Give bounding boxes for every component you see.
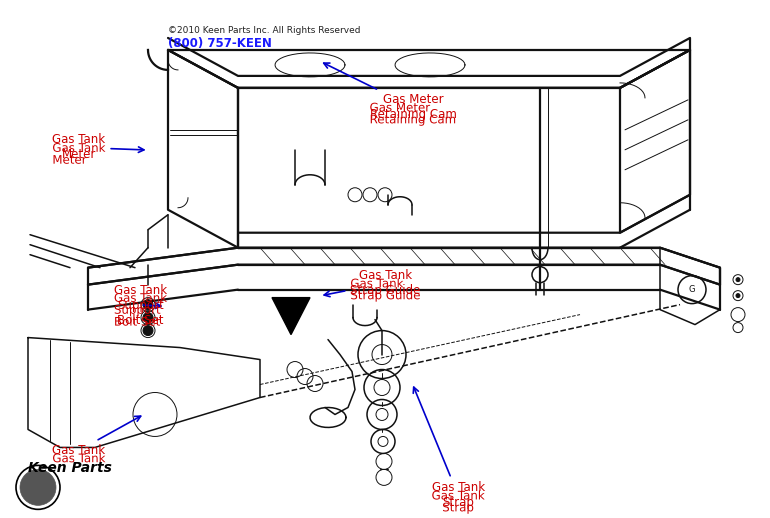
Text: Gas Tank: Gas Tank xyxy=(350,277,403,290)
Text: Gas Meter
Retaining Cam: Gas Meter Retaining Cam xyxy=(323,63,457,121)
Text: Gas Tank: Gas Tank xyxy=(52,452,105,465)
Text: Gas Tank
Strap Guide: Gas Tank Strap Guide xyxy=(324,269,420,297)
Circle shape xyxy=(736,294,740,298)
Text: Gas Tank: Gas Tank xyxy=(52,142,105,155)
Text: Support: Support xyxy=(114,304,161,316)
Text: Gas Tank: Gas Tank xyxy=(114,292,167,305)
Text: Strap: Strap xyxy=(442,501,474,514)
Text: Gas Tank
Support
Bolt Set: Gas Tank Support Bolt Set xyxy=(114,283,167,326)
Text: Keen Parts: Keen Parts xyxy=(28,462,112,476)
Text: Retaining Cam: Retaining Cam xyxy=(370,113,457,126)
Text: Meter: Meter xyxy=(52,154,87,167)
Circle shape xyxy=(143,312,153,323)
Text: (800) 757-KEEN: (800) 757-KEEN xyxy=(168,37,272,50)
Text: Strap Guide: Strap Guide xyxy=(350,289,420,302)
Text: Gas Tank: Gas Tank xyxy=(432,490,484,502)
Polygon shape xyxy=(272,298,310,335)
Text: Bolt Set: Bolt Set xyxy=(114,315,160,328)
Text: Gas Tank
Strap: Gas Tank Strap xyxy=(413,387,484,509)
Circle shape xyxy=(736,278,740,282)
Text: ©2010 Keen Parts Inc. All Rights Reserved: ©2010 Keen Parts Inc. All Rights Reserve… xyxy=(168,26,360,35)
Circle shape xyxy=(143,299,153,310)
Circle shape xyxy=(20,469,56,506)
Text: Gas Tank
Meter: Gas Tank Meter xyxy=(52,134,144,162)
Text: Gas Tank: Gas Tank xyxy=(52,416,141,457)
Text: Gas Meter: Gas Meter xyxy=(370,102,430,114)
Text: G: G xyxy=(688,285,695,294)
Circle shape xyxy=(143,326,153,336)
